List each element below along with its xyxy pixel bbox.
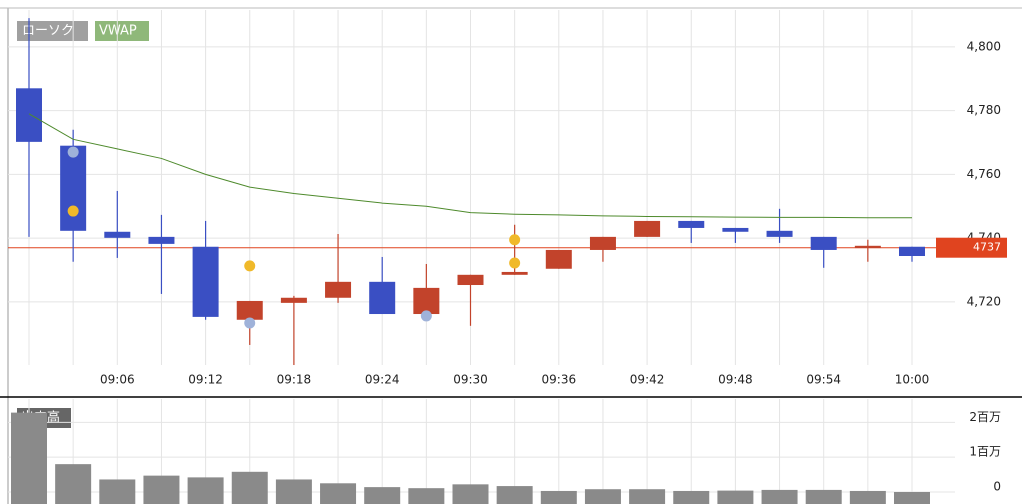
candle-body	[722, 227, 749, 232]
candle-body	[545, 249, 572, 269]
volume-bar	[187, 477, 224, 504]
marker-dot	[509, 234, 521, 246]
volume-bar	[408, 488, 445, 504]
marker-dot	[244, 260, 256, 272]
volume-bar	[894, 492, 930, 504]
volume-bar	[496, 486, 533, 504]
candle-body	[325, 281, 352, 298]
candle-body	[104, 231, 131, 238]
candle-body	[810, 236, 837, 250]
volume-bar	[805, 489, 842, 504]
legend-vwap: VWAP	[99, 24, 137, 39]
volume-tick-label: 0	[993, 480, 1001, 494]
volume-bar	[99, 479, 136, 504]
y-tick-label: 4,780	[967, 103, 1001, 117]
candle-body	[854, 245, 881, 249]
volume-bar	[540, 490, 577, 504]
volume-bar	[673, 490, 710, 504]
y-tick-label: 4,720	[967, 294, 1001, 308]
candle-body	[678, 220, 705, 228]
volume-bar	[11, 412, 47, 504]
candle-body	[369, 281, 396, 315]
volume-bar	[55, 464, 92, 504]
marker-dot	[67, 205, 79, 217]
candle-body	[413, 287, 440, 315]
candle-body	[236, 300, 263, 320]
volume-tick-label: 1百万	[969, 445, 1001, 459]
x-tick-label: 09:54	[806, 373, 841, 387]
volume-tick-label: 2百万	[969, 410, 1001, 424]
legend-candle-box	[17, 21, 88, 41]
volume-bar	[717, 490, 754, 504]
x-tick-label: 10:00	[895, 373, 930, 387]
volume-bar	[761, 489, 798, 504]
volume-bar	[849, 490, 886, 504]
x-tick-label: 09:36	[542, 373, 577, 387]
candle-body	[148, 236, 175, 244]
current-price-box	[936, 237, 1007, 258]
marker-dot	[420, 310, 432, 322]
marker-dot	[509, 257, 521, 269]
volume-bar	[231, 471, 268, 504]
x-tick-label: 09:42	[630, 373, 665, 387]
candle-body	[280, 297, 307, 303]
marker-dot	[244, 317, 256, 329]
vwap-line	[28, 113, 912, 219]
candle-body	[501, 271, 528, 275]
volume-bar	[584, 489, 621, 504]
candle-body	[634, 220, 661, 237]
volume-bar	[275, 479, 312, 504]
legend-candle: ローソク	[22, 24, 74, 39]
x-tick-label: 09:48	[718, 373, 753, 387]
candle-body	[457, 274, 484, 286]
x-tick-label: 09:12	[188, 373, 223, 387]
candle-body	[766, 230, 793, 237]
candle-body	[192, 246, 219, 317]
marker-dot	[67, 146, 79, 158]
volume-bar	[143, 475, 180, 504]
candle-body	[60, 145, 87, 231]
volume-bar	[364, 487, 401, 504]
y-tick-label: 4,760	[967, 167, 1001, 181]
candle-body	[589, 236, 616, 250]
volume-bar	[629, 489, 666, 504]
y-tick-label: 4,800	[967, 39, 1001, 53]
candle-body	[899, 246, 925, 257]
x-tick-label: 09:06	[100, 373, 135, 387]
volume-bar	[320, 483, 357, 504]
x-tick-label: 09:18	[277, 373, 312, 387]
x-tick-label: 09:30	[453, 373, 488, 387]
legend-vwap-box	[95, 21, 149, 41]
x-tick-label: 09:24	[365, 373, 400, 387]
candle-body	[16, 88, 42, 142]
volume-bar	[452, 484, 489, 504]
current-price-label: 4737	[973, 241, 1001, 254]
